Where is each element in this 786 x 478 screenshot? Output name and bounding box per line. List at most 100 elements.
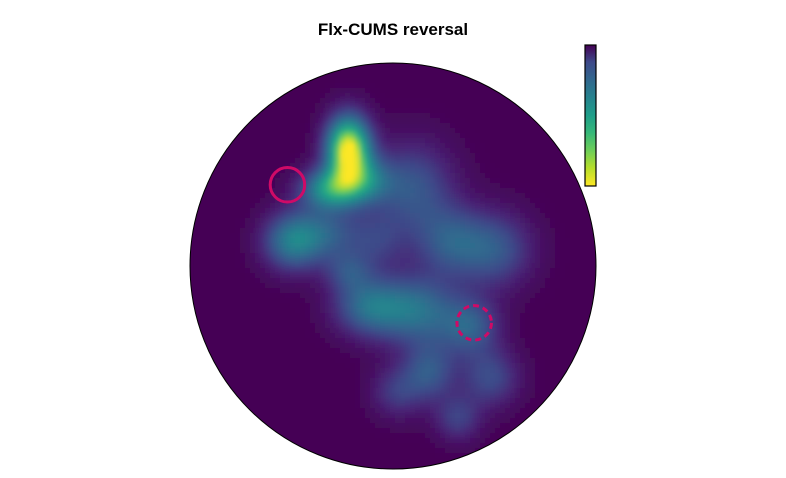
heatmap-cell	[450, 298, 456, 304]
heatmap-cell	[460, 373, 466, 379]
heatmap-cell	[215, 363, 221, 369]
heatmap-cell	[360, 103, 366, 109]
heatmap-cell	[350, 73, 356, 79]
heatmap-cell	[495, 213, 501, 219]
heatmap-cell	[525, 343, 531, 349]
heatmap-cell	[525, 303, 531, 309]
heatmap-cell	[270, 373, 276, 379]
heatmap-cell	[505, 128, 511, 134]
heatmap-cell	[440, 143, 446, 149]
heatmap-cell	[275, 228, 281, 234]
heatmap-cell	[325, 273, 331, 279]
heatmap-cell	[500, 283, 506, 289]
heatmap-cell	[465, 228, 471, 234]
heatmap-cell	[290, 173, 296, 179]
heatmap-cell	[550, 253, 556, 259]
heatmap-cell	[265, 193, 271, 199]
heatmap-cell	[290, 143, 296, 149]
heatmap-cell	[550, 363, 556, 369]
heatmap-cell	[525, 393, 531, 399]
heatmap-cell	[195, 243, 201, 249]
heatmap-cell	[300, 238, 306, 244]
heatmap-cell	[300, 98, 306, 104]
heatmap-cell	[385, 118, 391, 124]
heatmap-cell	[455, 268, 461, 274]
heatmap-cell	[350, 108, 356, 114]
heatmap-cell	[385, 253, 391, 259]
heatmap-cell	[280, 118, 286, 124]
heatmap-cell	[505, 238, 511, 244]
heatmap-cell	[305, 273, 311, 279]
heatmap-cell	[295, 308, 301, 314]
heatmap-cell	[510, 393, 516, 399]
heatmap-cell	[270, 243, 276, 249]
heatmap-cell	[465, 163, 471, 169]
heatmap-cell	[330, 163, 336, 169]
heatmap-cell	[505, 353, 511, 359]
heatmap-cell	[520, 293, 526, 299]
heatmap-cell	[455, 168, 461, 174]
heatmap-cell	[305, 333, 311, 339]
heatmap-cell	[240, 298, 246, 304]
heatmap-cell	[485, 393, 491, 399]
heatmap-cell	[485, 163, 491, 169]
heatmap-cell	[500, 168, 506, 174]
heatmap-cell	[230, 228, 236, 234]
heatmap-cell	[530, 253, 536, 259]
heatmap-cell	[460, 143, 466, 149]
heatmap-cell	[465, 138, 471, 144]
heatmap-cell	[445, 263, 451, 269]
heatmap-cell	[360, 243, 366, 249]
heatmap-cell	[535, 148, 541, 154]
heatmap-cell	[475, 128, 481, 134]
heatmap-cell	[300, 273, 306, 279]
heatmap-cell	[370, 158, 376, 164]
heatmap-cell	[365, 333, 371, 339]
heatmap-cell	[435, 193, 441, 199]
heatmap-cell	[400, 153, 406, 159]
heatmap-cell	[485, 358, 491, 364]
heatmap-cell	[575, 293, 581, 299]
heatmap-cell	[235, 188, 241, 194]
heatmap-cell	[490, 308, 496, 314]
heatmap-cell	[460, 398, 466, 404]
heatmap-cell	[270, 383, 276, 389]
heatmap-cell	[470, 348, 476, 354]
heatmap-cell	[520, 98, 526, 104]
heatmap-cell	[220, 248, 226, 254]
heatmap-cell	[255, 368, 261, 374]
heatmap-cell	[315, 208, 321, 214]
heatmap-cell	[255, 208, 261, 214]
heatmap-cell	[280, 148, 286, 154]
heatmap-cell	[565, 298, 571, 304]
heatmap-cell	[445, 123, 451, 129]
heatmap-cell	[320, 108, 326, 114]
heatmap-cell	[420, 293, 426, 299]
heatmap-cell	[430, 298, 436, 304]
heatmap-cell	[410, 293, 416, 299]
heatmap-cell	[240, 258, 246, 264]
heatmap-cell	[525, 328, 531, 334]
heatmap-cell	[330, 88, 336, 94]
heatmap-cell	[565, 208, 571, 214]
heatmap-cell	[400, 103, 406, 109]
heatmap-cell	[305, 378, 311, 384]
heatmap-cell	[555, 373, 561, 379]
heatmap-cell	[425, 313, 431, 319]
heatmap-cell	[215, 288, 221, 294]
heatmap-cell	[350, 378, 356, 384]
heatmap-cell	[425, 173, 431, 179]
heatmap-cell	[420, 258, 426, 264]
heatmap-cell	[405, 118, 411, 124]
heatmap-cell	[290, 88, 296, 94]
heatmap-cell	[365, 68, 371, 74]
heatmap-cell	[545, 148, 551, 154]
heatmap-cell	[410, 318, 416, 324]
heatmap-cell	[210, 253, 216, 259]
heatmap-cell	[510, 153, 516, 159]
heatmap-cell	[530, 113, 536, 119]
heatmap-cell	[375, 98, 381, 104]
heatmap-cell	[280, 283, 286, 289]
heatmap-cell	[210, 208, 216, 214]
heatmap-cell	[345, 213, 351, 219]
